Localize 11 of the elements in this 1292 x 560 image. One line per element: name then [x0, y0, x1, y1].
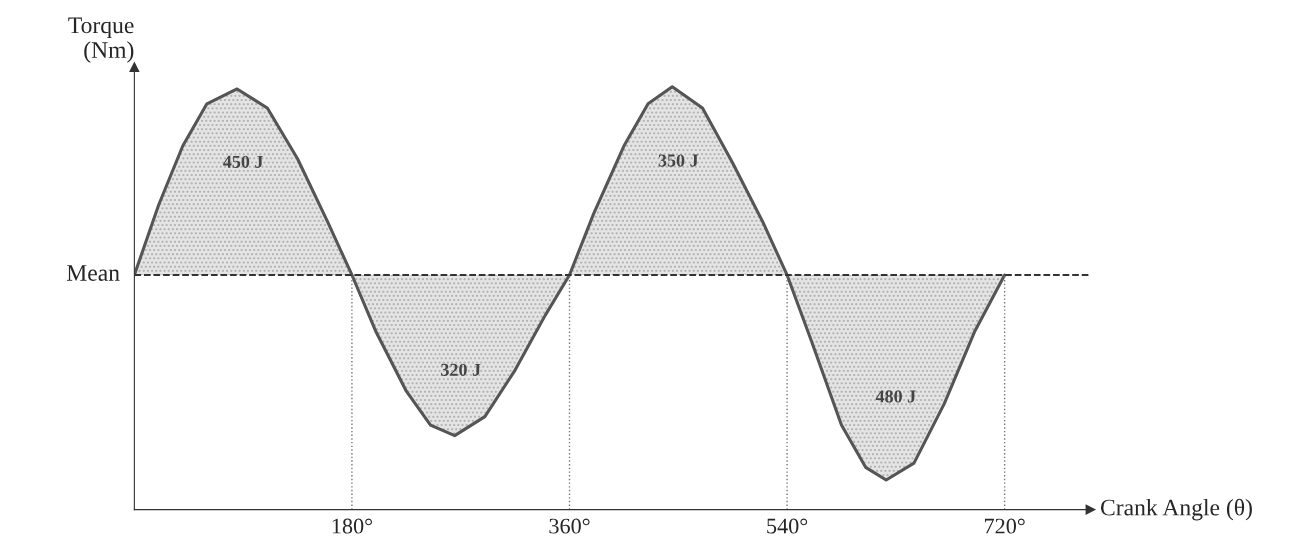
x-axis-title: Crank Angle (θ): [1100, 498, 1252, 521]
y-axis-title: Torque (Nm): [68, 17, 134, 63]
annotation: 480 J: [875, 390, 916, 403]
x-tick-label: 540°: [767, 518, 808, 534]
x-tick-label: 360°: [549, 518, 590, 534]
ref-line-label: Mean: [66, 265, 120, 281]
x-tick-label: 720°: [984, 518, 1025, 534]
annotation: 350 J: [658, 154, 699, 167]
annotation: 320 J: [441, 363, 481, 376]
annotation: 450 J: [223, 155, 263, 168]
x-tick-label: 180°: [332, 518, 372, 534]
